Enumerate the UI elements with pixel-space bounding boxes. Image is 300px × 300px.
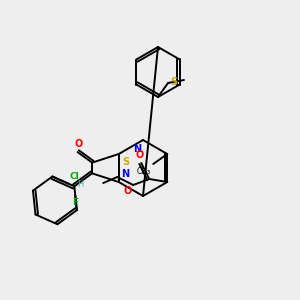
Text: N: N (133, 144, 141, 154)
Text: O: O (124, 186, 132, 196)
Text: O: O (74, 139, 83, 149)
Text: O: O (135, 150, 143, 160)
Text: H: H (77, 180, 84, 189)
Text: N: N (121, 169, 129, 179)
Text: S: S (170, 77, 177, 87)
Text: F: F (72, 198, 78, 207)
Text: CH₃: CH₃ (137, 167, 151, 176)
Text: Cl: Cl (70, 172, 80, 181)
Text: S: S (122, 157, 129, 167)
